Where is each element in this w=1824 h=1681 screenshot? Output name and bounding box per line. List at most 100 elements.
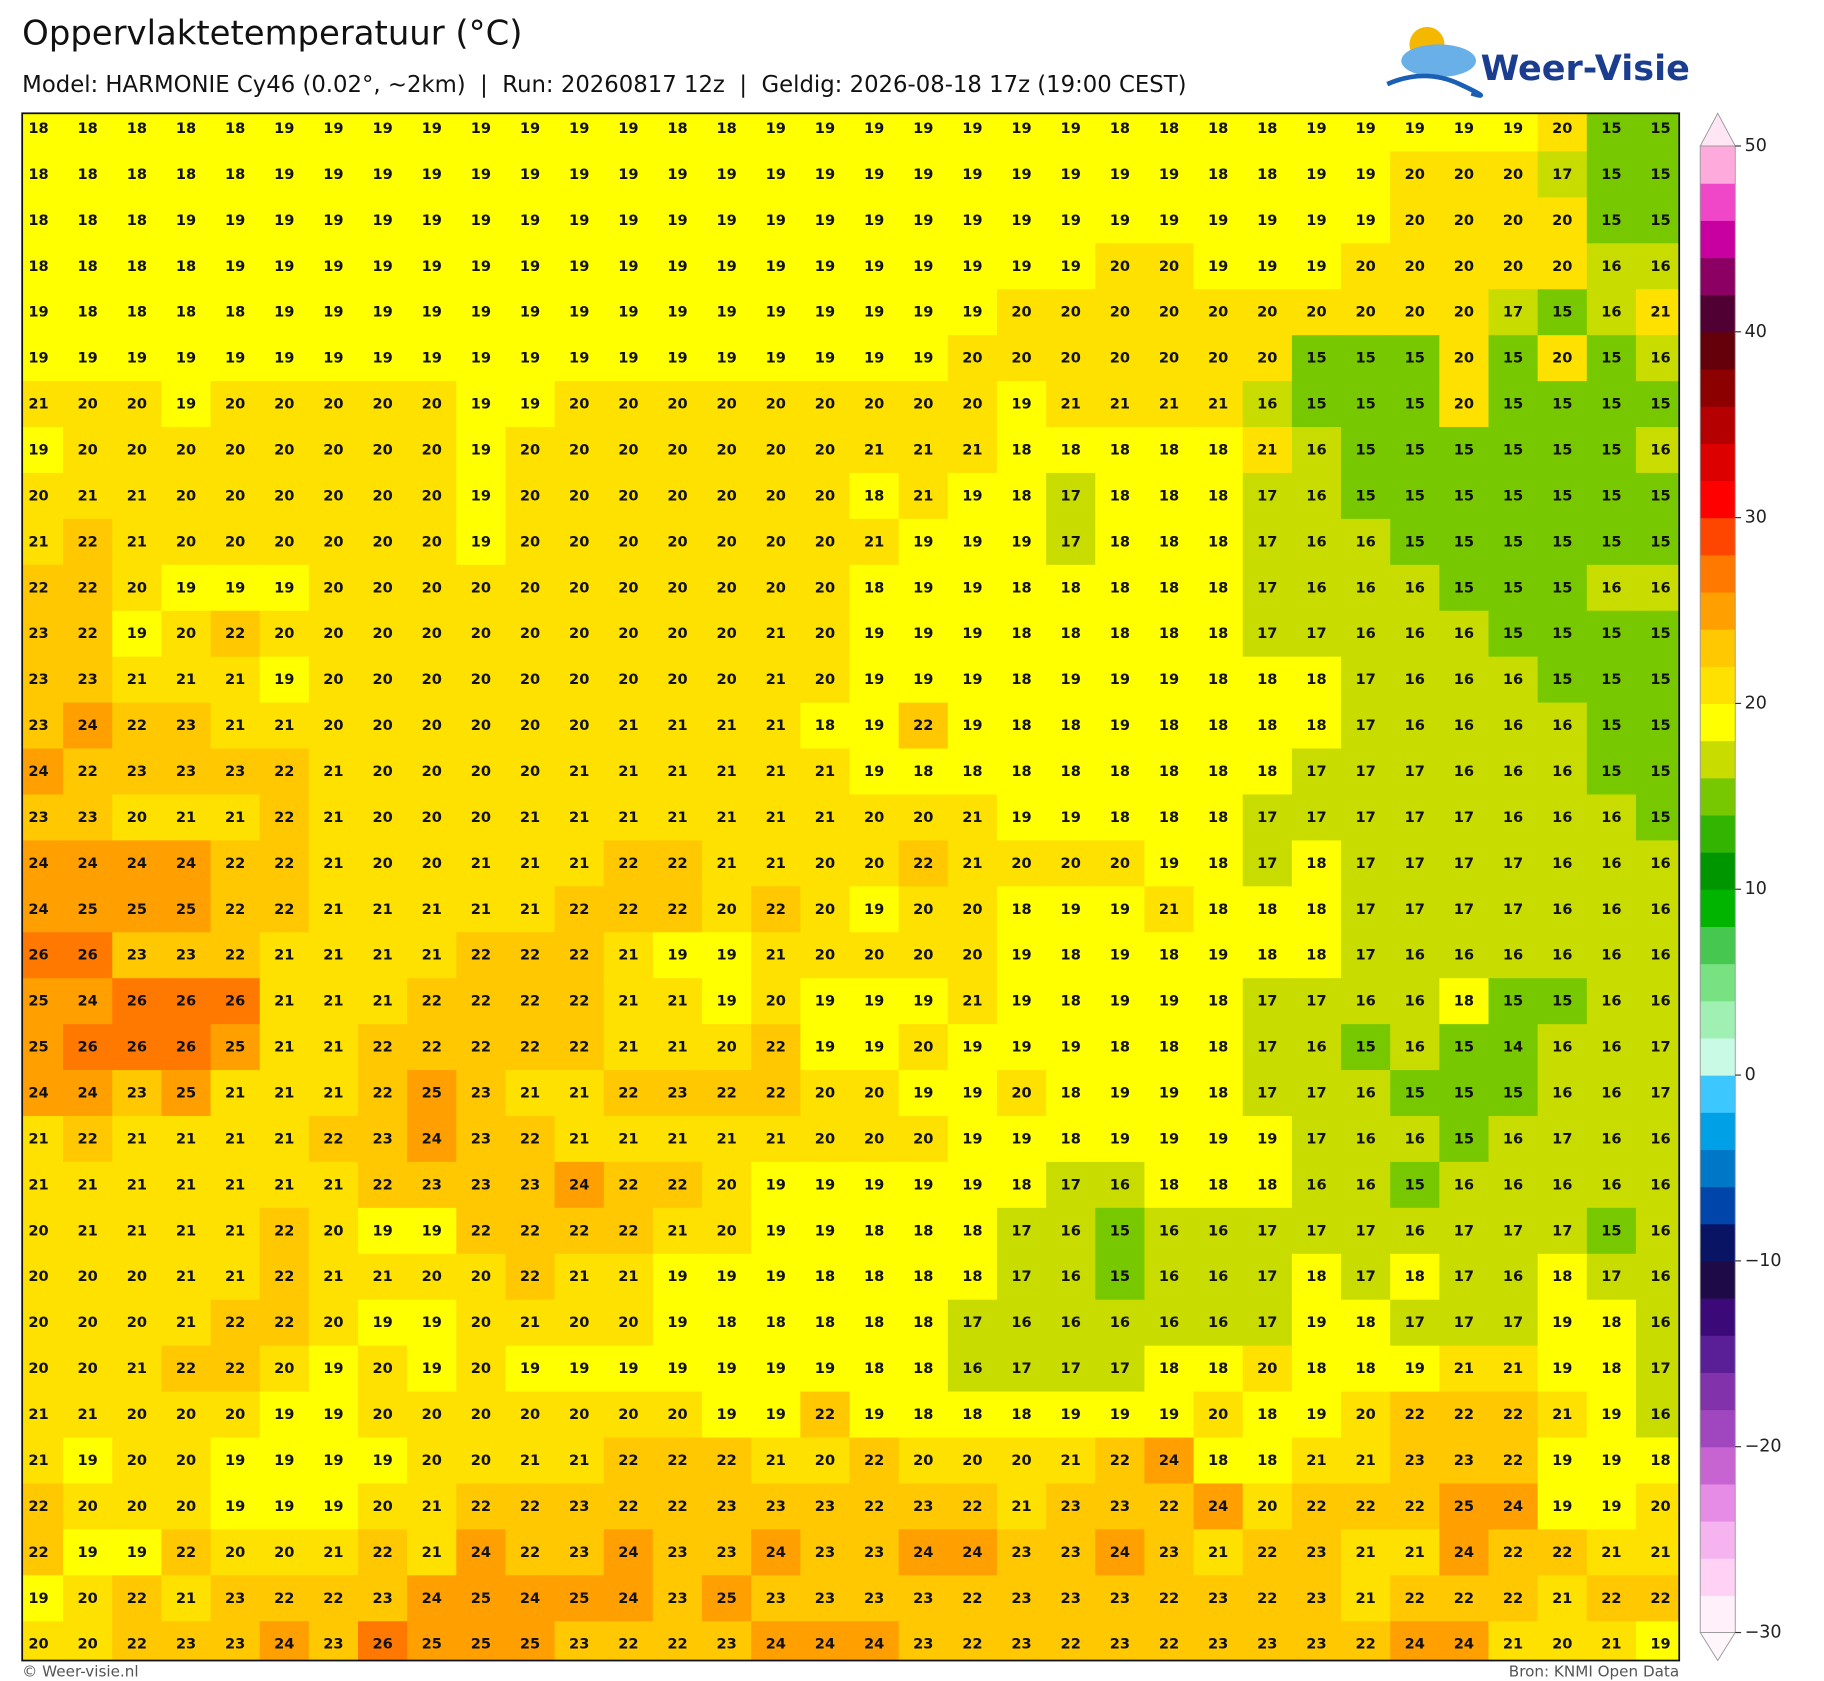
temperature-label: 16 [1159, 1314, 1179, 1331]
temperature-label: 18 [28, 166, 48, 183]
temperature-cell [1586, 1299, 1637, 1347]
temperature-cell [1635, 794, 1680, 842]
temperature-cell [358, 840, 408, 888]
temperature-label: 19 [1110, 671, 1130, 688]
temperature-cell [1242, 748, 1293, 796]
temperature-cell [112, 1345, 163, 1393]
temperature-label: 15 [1503, 533, 1523, 550]
temperature-label: 24 [766, 1544, 786, 1561]
temperature-cell [652, 243, 703, 290]
temperature-label: 21 [962, 441, 982, 458]
temperature-cell [1439, 932, 1490, 979]
temperature-label: 20 [815, 396, 835, 413]
temperature-cell [947, 840, 998, 888]
temperature-label: 19 [323, 1498, 343, 1515]
temperature-cell [1488, 932, 1539, 979]
temperature-label: 20 [520, 763, 540, 780]
temperature-label: 24 [815, 1636, 835, 1653]
temperature-cell [210, 243, 261, 290]
temperature-cell [1242, 1391, 1293, 1439]
temperature-cell [456, 932, 507, 979]
temperature-label: 21 [520, 855, 540, 872]
temperature-label: 19 [323, 166, 343, 183]
temperature-label: 22 [766, 1039, 786, 1056]
temperature-label: 17 [1503, 901, 1523, 918]
temperature-cell [1341, 748, 1391, 796]
temperature-label: 21 [1355, 1544, 1375, 1561]
temperature-label: 22 [225, 855, 245, 872]
temperature-cell [161, 1483, 212, 1531]
temperature-cell [1390, 518, 1441, 566]
temperature-cell [1144, 794, 1195, 842]
temperature-label: 18 [127, 304, 147, 321]
temperature-label: 19 [1601, 1452, 1621, 1469]
temperature-cell [308, 702, 359, 750]
temperature-cell [1439, 1024, 1490, 1071]
temperature-label: 21 [323, 1039, 343, 1056]
temperature-label: 24 [28, 1085, 48, 1102]
temperature-label: 20 [569, 441, 589, 458]
temperature-label: 19 [1011, 533, 1031, 550]
temperature-cell [1635, 1437, 1680, 1485]
temperature-cell [947, 932, 998, 979]
temperature-label: 20 [618, 579, 638, 596]
temperature-label: 15 [1110, 1222, 1130, 1239]
temperature-label: 16 [1650, 993, 1670, 1010]
temperature-label: 21 [618, 947, 638, 964]
colorbar-arrow-bottom [1699, 1632, 1737, 1662]
temperature-cell [996, 1529, 1047, 1576]
temperature-label: 18 [1257, 1406, 1277, 1423]
temperature-label: 22 [1159, 1590, 1179, 1607]
temperature-label: 20 [962, 947, 982, 964]
temperature-label: 23 [1011, 1544, 1031, 1561]
temperature-label: 21 [1110, 396, 1130, 413]
temperature-label: 16 [1552, 763, 1572, 780]
temperature-label: 17 [1061, 487, 1081, 504]
temperature-cell [112, 1070, 163, 1117]
temperature-label: 20 [815, 671, 835, 688]
temperature-cell [898, 427, 949, 474]
temperature-label: 16 [1503, 717, 1523, 734]
temperature-cell [1635, 702, 1680, 750]
temperature-cell [22, 1391, 64, 1439]
temperature-label: 21 [717, 809, 737, 826]
temperature-label: 21 [962, 809, 982, 826]
temperature-cell [1341, 151, 1391, 199]
temperature-label: 16 [1454, 763, 1474, 780]
temperature-label: 17 [1355, 947, 1375, 964]
temperature-label: 15 [1601, 763, 1621, 780]
temperature-cell [800, 1529, 851, 1576]
temperature-label: 19 [1159, 993, 1179, 1010]
temperature-label: 17 [962, 1314, 982, 1331]
temperature-label: 23 [1208, 1636, 1228, 1653]
temperature-cell [1439, 794, 1490, 842]
temperature-label: 21 [618, 717, 638, 734]
temperature-label: 21 [471, 901, 491, 918]
temperature-label: 19 [1159, 855, 1179, 872]
temperature-label: 15 [1405, 396, 1425, 413]
temperature-label: 19 [372, 1222, 392, 1239]
temperature-cell [1586, 978, 1637, 1025]
temperature-label: 16 [1405, 1222, 1425, 1239]
temperature-cell [702, 1621, 752, 1661]
temperature-label: 18 [864, 1222, 884, 1239]
temperature-cell [947, 1024, 998, 1071]
temperature-cell [1193, 932, 1244, 979]
temperature-label: 19 [815, 212, 835, 229]
temperature-label: 21 [520, 809, 540, 826]
temperature-cell [1586, 1115, 1637, 1163]
temperature-label: 21 [127, 671, 147, 688]
temperature-cell [996, 1207, 1047, 1255]
temperature-label: 20 [372, 671, 392, 688]
temperature-label: 20 [372, 1360, 392, 1377]
temperature-cell [161, 243, 212, 290]
temperature-label: 19 [520, 120, 540, 137]
temperature-cell [505, 1391, 556, 1439]
temperature-cell [1144, 932, 1195, 979]
temperature-label: 19 [864, 901, 884, 918]
temperature-cell [996, 1253, 1047, 1301]
temperature-label: 25 [569, 1590, 589, 1607]
temperature-label: 20 [569, 1314, 589, 1331]
temperature-cell [407, 335, 458, 382]
temperature-cell [1193, 886, 1244, 933]
